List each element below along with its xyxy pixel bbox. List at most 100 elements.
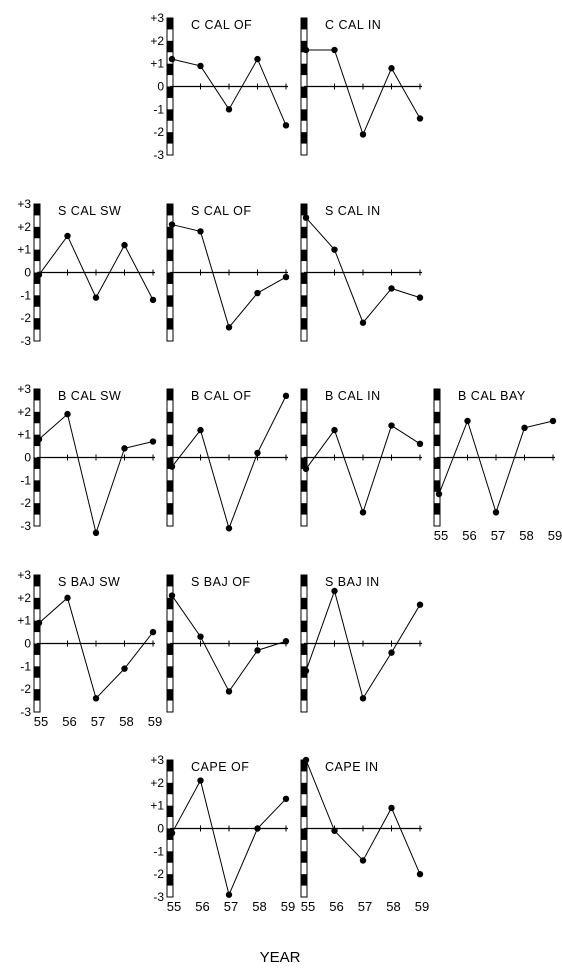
- data-point-59: [282, 795, 290, 803]
- y-tick-label: +1: [150, 57, 164, 71]
- data-point-57: [359, 695, 367, 702]
- y-axis-bar-segment: [167, 503, 173, 515]
- series-line: [171, 57, 287, 126]
- y-tick-label: -3: [20, 519, 31, 533]
- y-axis-bar-segment: [301, 18, 307, 30]
- y-tick-label: +3: [150, 11, 164, 25]
- data-point-55: [302, 667, 310, 675]
- x-tick-label: 57: [91, 714, 105, 729]
- y-axis-bar-segment: [434, 480, 440, 492]
- data-point-58: [254, 647, 261, 654]
- x-tick-label: 57: [491, 528, 505, 543]
- data-point-57: [359, 857, 367, 864]
- x-tick-label: 55: [34, 714, 48, 729]
- data-point-57: [225, 525, 233, 532]
- data-point-56: [197, 228, 204, 235]
- data-point-56: [64, 594, 71, 602]
- x-tick-label: 57: [358, 899, 372, 914]
- panel-s-baj-of: S BAJ OF: [166, 574, 290, 713]
- y-axis-bar-segment: [434, 411, 440, 424]
- data-point-59: [149, 438, 157, 445]
- y-axis-bar-segment: [167, 782, 173, 795]
- y-axis-bar-segment: [301, 643, 307, 655]
- data-point-56: [331, 587, 338, 595]
- y-tick-label: +1: [150, 799, 164, 813]
- data-point-56: [331, 827, 338, 834]
- data-point-56: [64, 232, 71, 240]
- series-line: [306, 49, 421, 136]
- data-point-56: [464, 417, 471, 425]
- panel-title: CAPE IN: [325, 760, 379, 774]
- series-line: [38, 234, 154, 301]
- x-tick-label: 59: [548, 528, 562, 543]
- series-line: [171, 224, 287, 329]
- x-axis-title: YEAR: [260, 949, 301, 966]
- panel-title: C CAL OF: [191, 18, 252, 32]
- y-axis-bar-segment: [434, 503, 440, 515]
- series-line: [438, 419, 554, 514]
- y-tick-label: +1: [17, 243, 31, 257]
- panel-s-cal-in: S CAL IN: [300, 203, 424, 342]
- y-tick-label: 0: [24, 637, 31, 651]
- x-tick-label: 57: [224, 899, 238, 914]
- data-point-58: [254, 449, 261, 457]
- y-tick-label: +3: [17, 197, 31, 211]
- panel-title: B CAL IN: [325, 389, 381, 403]
- y-axis-bar-segment: [301, 434, 307, 447]
- y-tick-label: +3: [17, 382, 31, 396]
- panel-title: B CAL SW: [58, 389, 121, 403]
- y-axis-bar-segment: [167, 457, 173, 469]
- series-line: [171, 395, 287, 530]
- data-point-58: [388, 65, 395, 72]
- x-tick-label: 55: [434, 528, 448, 543]
- panel-title: CAPE OF: [191, 760, 249, 774]
- panel-title: S BAJ OF: [191, 575, 251, 589]
- y-axis-bar-segment: [301, 86, 307, 98]
- y-axis-bar-segment: [34, 689, 40, 701]
- data-point-58: [388, 422, 395, 429]
- data-point-57: [359, 319, 367, 326]
- y-tick-label: -3: [153, 148, 164, 162]
- panel-s-cal-of: S CAL OF: [166, 203, 290, 342]
- data-point-59: [416, 294, 424, 301]
- y-tick-label: -2: [20, 311, 31, 325]
- y-axis-bar-segment: [34, 249, 40, 262]
- y-axis-bar-segment: [34, 295, 40, 307]
- data-point-55: [302, 756, 310, 764]
- x-tick-label: 56: [329, 899, 343, 914]
- panel-s-baj-sw: S BAJ SW +3 +2 +1 0 -1 -2 -355 56 57 58 59: [17, 568, 162, 729]
- y-tick-label: -1: [20, 288, 31, 302]
- y-tick-label: +3: [17, 568, 31, 582]
- x-tick-label: 59: [281, 899, 295, 914]
- panel-b-cal-of: B CAL OF: [166, 388, 290, 532]
- series-line: [171, 779, 287, 897]
- panel-title: B CAL BAY: [458, 389, 526, 403]
- y-axis-bar-segment: [34, 620, 40, 633]
- data-point-55: [435, 490, 443, 498]
- y-axis-bar-segment: [301, 597, 307, 610]
- y-axis-bar-segment: [301, 389, 307, 401]
- y-axis-bar-segment: [167, 643, 173, 655]
- x-tick-label: 55: [301, 899, 315, 914]
- y-axis-bar-segment: [167, 434, 173, 447]
- panel-c-cal-in: C CAL IN: [300, 17, 424, 156]
- data-point-57: [225, 324, 233, 331]
- y-tick-label: 0: [157, 822, 164, 836]
- data-point-59: [416, 870, 424, 878]
- y-axis-bar-segment: [301, 480, 307, 492]
- panel-title: S CAL OF: [191, 204, 252, 218]
- panel-title: S BAJ SW: [58, 575, 120, 589]
- y-axis-bar-segment: [301, 109, 307, 121]
- y-tick-label: -3: [20, 705, 31, 719]
- y-axis-bar-segment: [301, 805, 307, 818]
- y-tick-label: 0: [157, 80, 164, 94]
- y-tick-label: -1: [153, 102, 164, 116]
- data-point-55: [302, 46, 310, 54]
- series-line: [38, 596, 154, 700]
- panel-cape-of: CAPE OF +3 +2 +1 0 -1 -2 -355 56 57 58 59: [150, 753, 295, 914]
- y-axis-bar-segment: [301, 457, 307, 469]
- y-axis-bar-segment: [34, 503, 40, 515]
- y-axis-bar-segment: [301, 620, 307, 633]
- y-axis-bar-segment: [301, 782, 307, 795]
